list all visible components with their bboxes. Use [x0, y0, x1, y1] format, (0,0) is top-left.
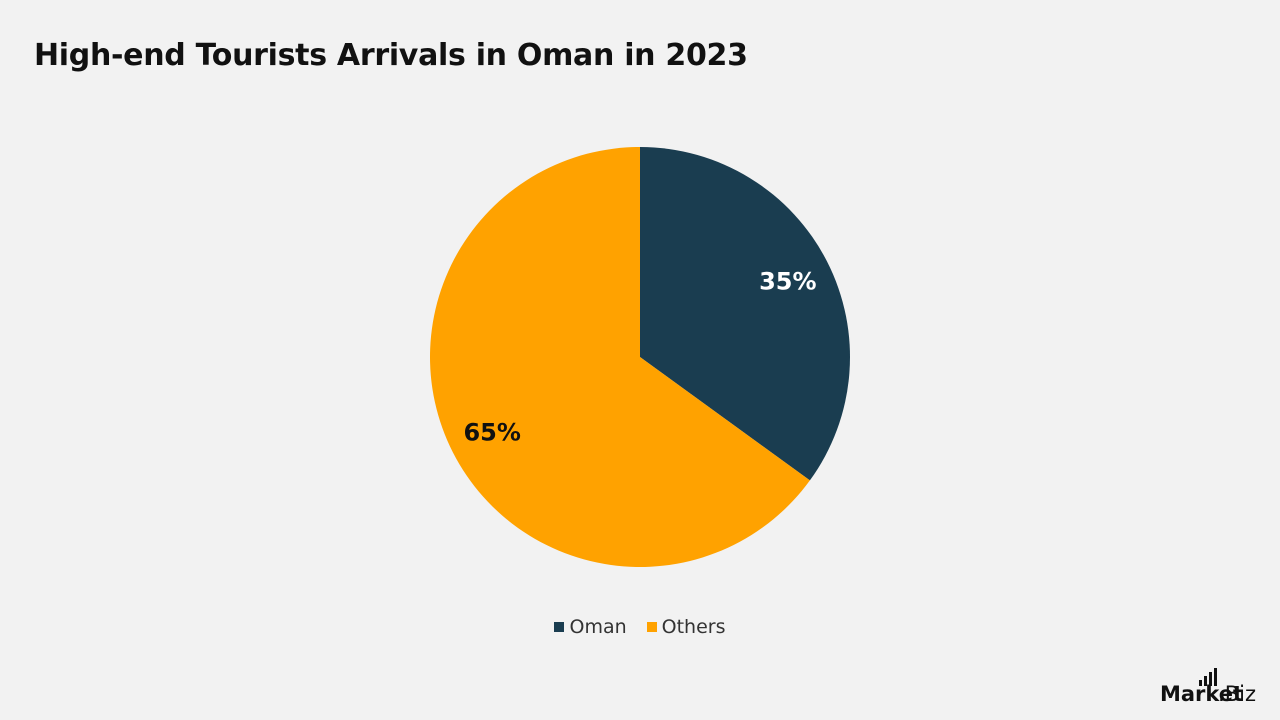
legend: Oman Others — [0, 616, 1280, 638]
legend-swatch-others — [646, 622, 657, 632]
brand-logo: Market .Biz — [1160, 668, 1256, 706]
legend-swatch-oman — [554, 622, 565, 632]
legend-item-others: Others — [646, 616, 726, 638]
chart-title: High-end Tourists Arrivals in Oman in 20… — [34, 38, 748, 73]
brand-tld: .Biz — [1218, 682, 1256, 706]
slice-label-oman: 35% — [759, 268, 816, 296]
pie-slice-others — [429, 147, 810, 567]
legend-label-oman: Oman — [569, 616, 627, 638]
legend-label-others: Others — [661, 616, 726, 638]
pie-slice-oman — [640, 147, 850, 481]
bar-chart-icon — [1199, 668, 1218, 686]
slice-label-others: 65% — [463, 418, 520, 446]
brand-name: Market — [1159, 682, 1244, 706]
legend-item-oman: Oman — [554, 616, 627, 638]
